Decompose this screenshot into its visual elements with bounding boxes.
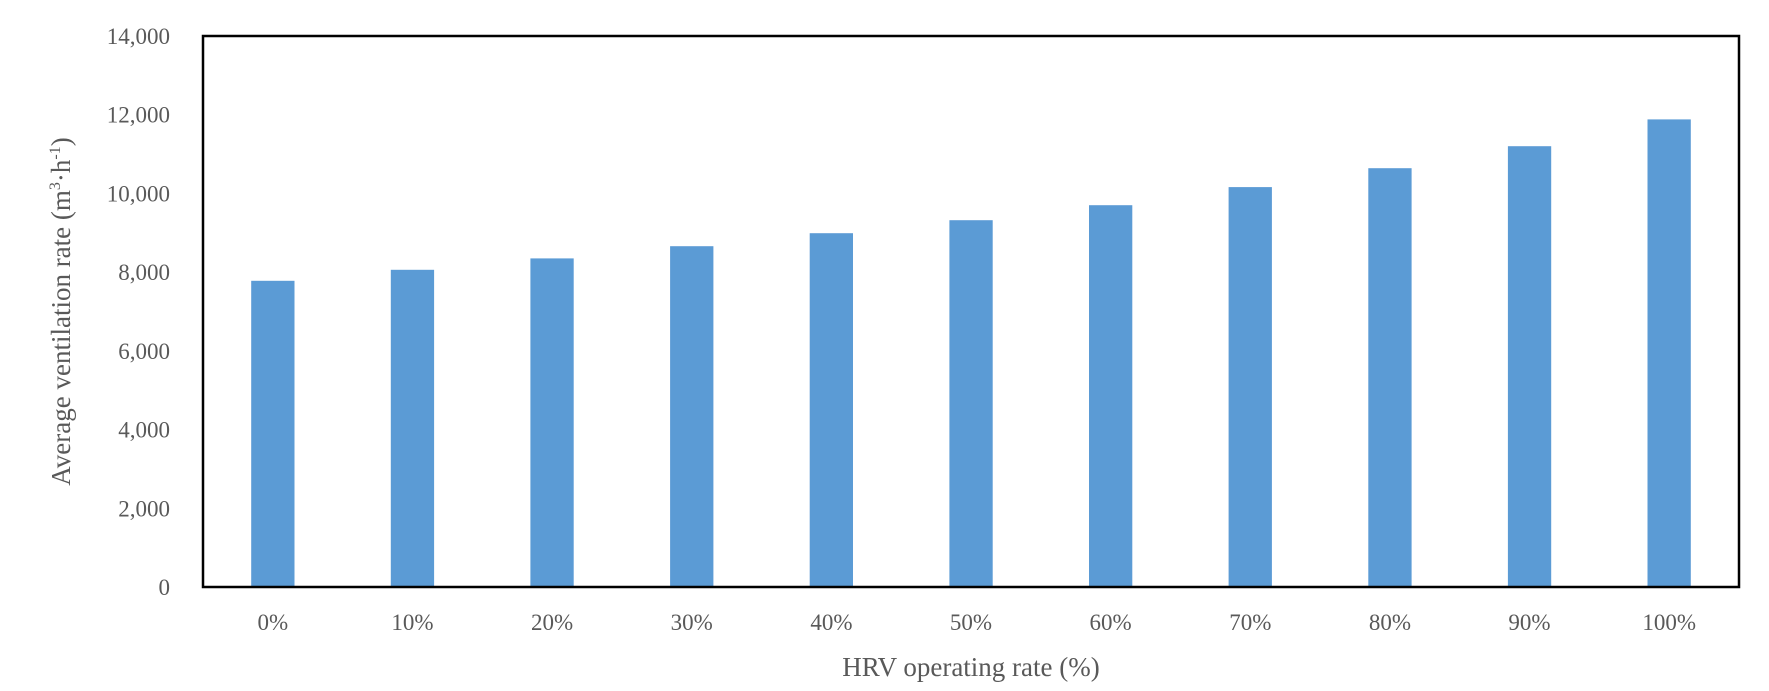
- bars-group: [251, 119, 1691, 588]
- bar-50pct: [949, 220, 993, 587]
- x-axis-title: HRV operating rate (%): [842, 652, 1100, 682]
- bar-10pct: [390, 269, 435, 587]
- bar-40pct: [809, 233, 853, 587]
- x-tick-label: 20%: [531, 610, 573, 635]
- y-axis-title-end: ): [46, 137, 76, 146]
- x-tick-labels: 0% 10% 20% 30% 40% 50% 60% 70% 80% 90% 100%: [257, 610, 1696, 635]
- x-tick-label: 80%: [1369, 610, 1411, 635]
- y-tick-label: 8,000: [118, 260, 170, 285]
- bar-30pct: [670, 246, 714, 587]
- x-tick-label: 100%: [1642, 610, 1696, 635]
- y-tick-label: 6,000: [118, 339, 170, 364]
- y-tick-label: 0: [159, 575, 171, 600]
- x-tick-label: 90%: [1508, 610, 1550, 635]
- bar-80pct: [1368, 168, 1412, 587]
- bar-60pct: [1089, 205, 1133, 587]
- x-tick-label: 50%: [950, 610, 992, 635]
- x-tick-label: 70%: [1229, 610, 1271, 635]
- x-tick-label: 60%: [1090, 610, 1132, 635]
- y-tick-label: 10,000: [107, 181, 170, 206]
- bar-0pct: [251, 280, 295, 587]
- bar-100pct: [1647, 119, 1691, 588]
- y-tick-label: 12,000: [107, 103, 170, 128]
- plot-frame: [201, 34, 1741, 589]
- x-tick-label: 10%: [391, 610, 433, 635]
- y-axis-title-mid: ·h: [46, 159, 76, 182]
- bar-20pct: [530, 258, 574, 587]
- y-tick-label: 2,000: [118, 496, 170, 521]
- x-tick-label: 0%: [257, 610, 288, 635]
- y-tick-label: 4,000: [118, 418, 170, 443]
- x-tick-label: 30%: [671, 610, 713, 635]
- bar-90pct: [1507, 146, 1552, 587]
- x-tick-label: 40%: [810, 610, 852, 635]
- y-tick-label: 14,000: [107, 24, 170, 49]
- y-axis-title: Average ventilation rate (m3·h-1): [46, 137, 76, 485]
- y-tick-labels: 0 2,000 4,000 6,000 8,000 10,000 12,000 14,000: [107, 24, 170, 600]
- bar-70pct: [1228, 187, 1272, 587]
- y-axis-title-sup2: -1: [47, 146, 64, 159]
- y-axis-title-sup1: 3: [47, 182, 64, 190]
- y-axis-title-base: Average ventilation rate (m: [46, 190, 76, 486]
